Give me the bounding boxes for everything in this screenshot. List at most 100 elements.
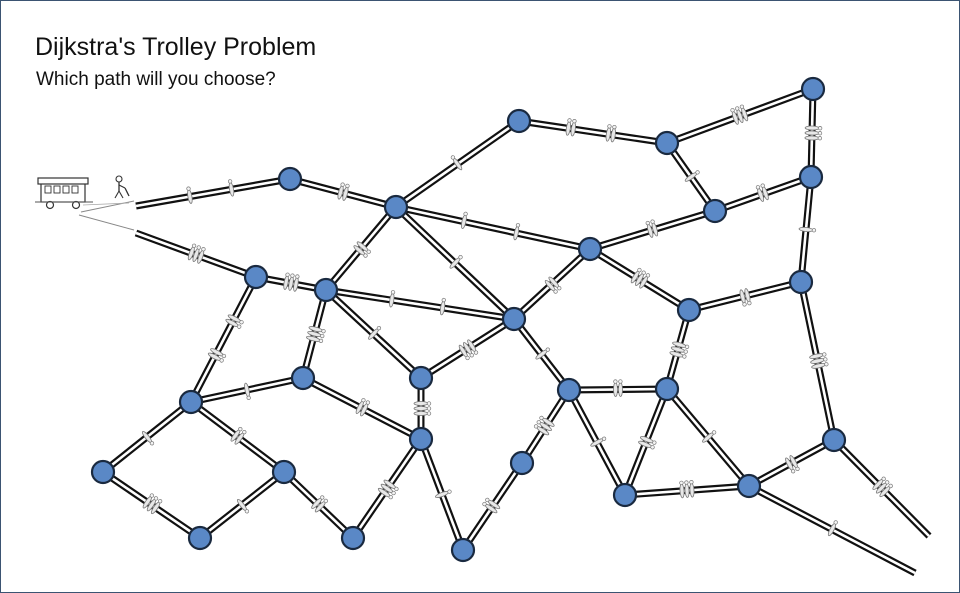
junction-node (271, 459, 297, 485)
trolley-icon (35, 177, 93, 210)
track-segment (188, 399, 287, 475)
track-segment (747, 436, 836, 490)
track-segment (301, 374, 423, 443)
junction-node (577, 236, 603, 262)
junction-node (501, 306, 527, 332)
track-segment (713, 173, 813, 215)
tied-person-icon (669, 341, 690, 359)
tied-person-icon (605, 124, 617, 143)
track-segment (395, 203, 591, 253)
tied-person-icon (337, 182, 350, 201)
page-subtitle: Which path will you choose? (36, 69, 276, 90)
junction-node (676, 297, 702, 323)
junction-node (821, 427, 847, 453)
junction-node (612, 482, 638, 508)
junction-node (187, 525, 213, 551)
tied-person-icon (739, 288, 752, 307)
tied-person-icon (645, 219, 659, 238)
tied-person-icon (244, 382, 251, 400)
tied-person-icon (141, 430, 155, 446)
tied-person-icon (535, 347, 550, 360)
page-title: Dijkstra's Trolley Problem (35, 33, 317, 61)
tied-person-icon (439, 297, 446, 316)
track-segment (511, 246, 593, 322)
tied-person-icon (827, 520, 838, 537)
junctions-layer (90, 76, 847, 563)
junction-node (90, 459, 116, 485)
tied-person-icon (638, 436, 657, 450)
tied-person-icon (458, 339, 479, 361)
tied-person-icon (804, 125, 823, 141)
junction-node (408, 365, 434, 391)
junction-node (788, 269, 814, 295)
junction-node (383, 194, 409, 220)
tracks-layer (100, 85, 932, 577)
junction-node (408, 426, 434, 452)
tied-person-icon (142, 493, 163, 515)
junction-node (277, 166, 303, 192)
tied-person-icon (513, 223, 521, 241)
tied-person-icon (785, 455, 800, 474)
track-segment (588, 207, 717, 253)
junction-node (450, 537, 476, 563)
junction-node (654, 376, 680, 402)
tied-person-icon (702, 430, 717, 443)
tied-person-icon (809, 352, 829, 369)
tied-person-icon (565, 118, 577, 137)
junction-node (702, 198, 728, 224)
tied-person-icon (389, 290, 396, 308)
tied-person-icon (730, 104, 749, 125)
tied-person-icon (533, 415, 555, 436)
lever-operator-icon (114, 175, 130, 199)
tied-person-icon (186, 186, 193, 204)
track-segment (568, 385, 668, 394)
tied-person-icon (872, 476, 893, 498)
tied-person-icon (306, 326, 326, 344)
tied-person-icon (482, 497, 501, 514)
junction-node (509, 450, 535, 476)
junction-node (798, 164, 824, 190)
tied-person-icon (283, 272, 300, 292)
junction-node (800, 76, 826, 102)
tied-person-icon (613, 379, 623, 397)
tied-person-icon (630, 267, 651, 289)
tied-person-icon (413, 401, 432, 416)
junction-node (243, 264, 269, 290)
tied-person-icon (684, 170, 700, 182)
rail-switch-ground (78, 200, 135, 231)
track-segment (325, 286, 515, 323)
track-segment (621, 387, 671, 497)
tied-person-icon (590, 436, 607, 447)
junction-node (313, 277, 339, 303)
tied-person-icon (461, 211, 468, 229)
junction-node (736, 473, 762, 499)
track-segment (281, 469, 356, 541)
tied-person-icon (355, 398, 371, 417)
junction-node (556, 377, 582, 403)
track-segment (518, 117, 668, 147)
tied-person-icon (450, 155, 463, 171)
tied-person-icon (311, 495, 328, 513)
tied-person-icon (377, 479, 399, 500)
tied-person-icon (435, 489, 452, 499)
track-segment (135, 175, 291, 210)
track-segment (289, 175, 397, 211)
junction-node (290, 365, 316, 391)
tied-person-icon (544, 276, 562, 294)
track-segment (460, 461, 525, 552)
junction-node (178, 389, 204, 415)
tied-person-icon (230, 426, 247, 445)
track-segment (688, 278, 802, 314)
tied-person-icon (368, 325, 382, 340)
tied-people-layer (141, 104, 893, 537)
tied-person-icon (679, 480, 695, 499)
tied-person-icon (187, 243, 206, 264)
track-segment (187, 275, 260, 404)
junction-node (654, 130, 680, 156)
track-segment (323, 204, 399, 293)
tied-person-icon (227, 179, 235, 197)
junction-node (340, 525, 366, 551)
tied-person-icon (353, 241, 371, 258)
